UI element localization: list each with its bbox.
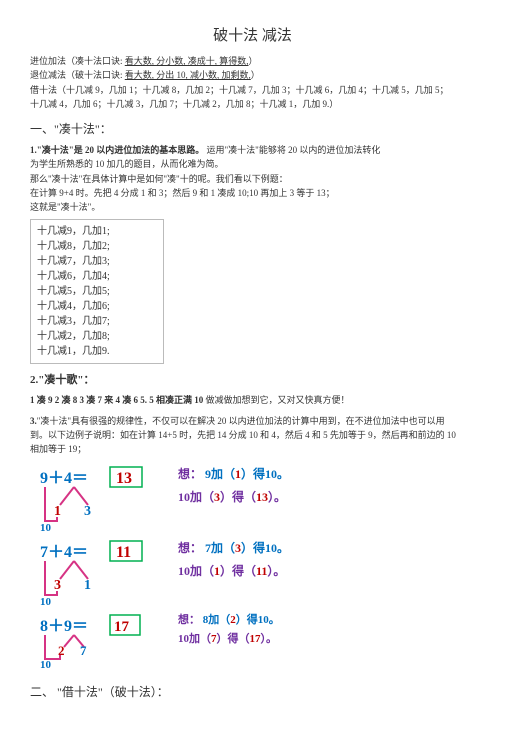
line-jinwei: 进位加法（凑十法口诀: 看大数, 分小数, 凑成十, 算得数,） xyxy=(30,54,475,68)
rhyme-line: 1 凑 9 2 凑 8 3 凑 7 来 4 凑 6 5. 5 相凑正满 10 做… xyxy=(30,393,475,407)
svg-text:10: 10 xyxy=(40,596,52,605)
svg-text:13: 13 xyxy=(116,470,132,487)
diagram-2: 7＋4＝ 11 3 1 10 想： 7加（3）得10。 10加（1）得（11）。 xyxy=(30,537,475,605)
line-jieshi-1: 借十法（十几减 9，几加 1；十几减 8，几加 2；十几减 7，几加 3；十几减… xyxy=(30,83,475,97)
heading-3: 二、 "借十法"（破十法）： xyxy=(30,683,475,702)
diagram-1: 9＋4＝ 13 1 3 10 想： 9加（1）得10。 10加（3）得（13）。 xyxy=(30,463,475,531)
para-4: 在计算 9+4 时。先把 4 分成 1 和 3；然后 9 和 1 凑成 10;1… xyxy=(30,186,475,200)
svg-text:10: 10 xyxy=(40,522,52,531)
svg-text:3: 3 xyxy=(54,578,61,593)
svg-text:7: 7 xyxy=(80,643,87,658)
svg-text:3: 3 xyxy=(84,504,91,519)
para-1: 1."凑十法"是 20 以内进位加法的基本思路。 运用"凑十法"能够将 20 以… xyxy=(30,143,475,157)
para-8: 相加等于 19； xyxy=(30,442,475,456)
para-3: 那么"凑十法"在具体计算中是如何"凑"十的呢。我们看以下例题： xyxy=(30,172,475,186)
svg-text:10: 10 xyxy=(40,659,52,669)
para-2: 为学生所熟悉的 10 加几的题目，从而化难为简。 xyxy=(30,157,475,171)
para-5: 这就是"凑十法"。 xyxy=(30,200,475,214)
svg-text:1: 1 xyxy=(84,578,91,593)
svg-text:17: 17 xyxy=(114,619,130,635)
svg-text:11: 11 xyxy=(116,544,131,561)
para-7: 到。以下边例子说明：如在计算 14+5 时，先把 14 分成 10 和 4，然后… xyxy=(30,428,475,442)
heading-1: 一、"凑十法"： xyxy=(30,120,475,139)
svg-text:9＋4＝: 9＋4＝ xyxy=(40,470,88,487)
svg-text:7＋4＝: 7＋4＝ xyxy=(40,544,88,561)
line-tuiwei: 退位减法（破十法口诀: 看大数, 分出 10, 减小数, 加剩数,） xyxy=(30,68,475,82)
svg-text:1: 1 xyxy=(54,504,61,519)
doc-title: 破十法 减法 xyxy=(30,24,475,48)
svg-text:2: 2 xyxy=(58,643,65,658)
heading-2: 2."凑十歌"： xyxy=(30,372,475,390)
svg-text:8＋9＝: 8＋9＝ xyxy=(40,618,88,635)
rhyme-box: 十几减9，几加1;十几减8，几加2;十几减7，几加3;十几减6，几加4;十几减5… xyxy=(30,219,164,364)
para-6: 3."凑十法"具有很强的规律性，不仅可以在解决 20 以内进位加法的计算中用到，… xyxy=(30,414,475,428)
diagram-3: 8＋9＝ 17 2 7 10 想： 8加（2）得10。 10加（7）得（17）。 xyxy=(30,611,475,669)
line-jieshi-2: 十几减 4，几加 6；十几减 3，几加 7；十几减 2，几加 8；十几减 1，几… xyxy=(30,97,475,111)
